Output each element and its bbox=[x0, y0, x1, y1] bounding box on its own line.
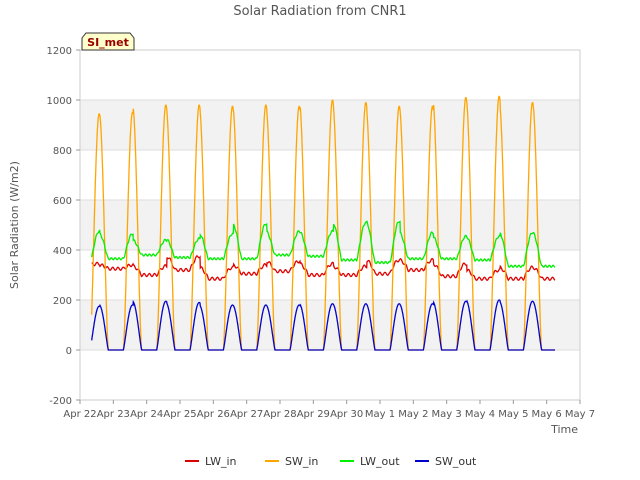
series-lines bbox=[91, 95, 556, 351]
series-line-lw-out bbox=[91, 220, 556, 268]
y-tick-label: 800 bbox=[53, 146, 72, 157]
y-tick-label: 400 bbox=[53, 246, 72, 257]
legend-label: SW_in bbox=[285, 455, 318, 468]
chart-title: Solar Radiation from CNR1 bbox=[233, 4, 406, 19]
legend-label: LW_out bbox=[360, 455, 400, 468]
legend: LW_in SW_in LW_out SW_out bbox=[185, 455, 477, 468]
x-tick-label: Apr 24 bbox=[130, 409, 163, 420]
x-tick-label: Apr 30 bbox=[330, 409, 363, 420]
station-badge: SI_met bbox=[81, 32, 135, 51]
y-tick-label: 1000 bbox=[47, 96, 72, 107]
legend-label: SW_out bbox=[435, 455, 477, 468]
x-tick-label: Apr 29 bbox=[297, 409, 330, 420]
y-tick-label: -200 bbox=[49, 396, 72, 407]
x-tick-label: May 4 bbox=[465, 409, 495, 420]
y-tick-label: 200 bbox=[53, 296, 72, 307]
x-tick-label: Apr 28 bbox=[263, 409, 296, 420]
y-tick-label: 0 bbox=[66, 346, 72, 357]
x-tick-label: May 2 bbox=[398, 409, 428, 420]
x-tick-label: May 1 bbox=[365, 409, 395, 420]
x-tick-label: May 7 bbox=[565, 409, 595, 420]
x-tick-label: Apr 27 bbox=[230, 409, 263, 420]
plot-frame bbox=[79, 49, 581, 401]
y-tick-label: 600 bbox=[53, 196, 72, 207]
x-tick-label: Apr 26 bbox=[197, 409, 230, 420]
x-axis-label: Time bbox=[550, 423, 578, 436]
station-badge-label: SI_met bbox=[87, 36, 129, 49]
x-tick-label: May 5 bbox=[498, 409, 528, 420]
x-tick-label: May 6 bbox=[532, 409, 562, 420]
y-axis-label: Solar Radiation (W/m2) bbox=[8, 161, 21, 289]
y-axis-ticks: -200 0 200 400 600 800 1000 1200 bbox=[47, 46, 80, 407]
y-tick-label: 1200 bbox=[47, 46, 72, 57]
x-tick-label: Apr 23 bbox=[97, 409, 130, 420]
x-tick-label: May 3 bbox=[432, 409, 462, 420]
series-line-sw-out bbox=[91, 299, 555, 351]
x-axis-ticks: Apr 22 Apr 23 Apr 24 Apr 25 Apr 26 Apr 27 Apr … bbox=[63, 400, 595, 420]
series-line-lw-in bbox=[91, 255, 556, 282]
legend-label: LW_in bbox=[205, 455, 237, 468]
x-tick-label: Apr 25 bbox=[163, 409, 196, 420]
station-badge-box bbox=[81, 32, 135, 51]
x-tick-label: Apr 22 bbox=[63, 409, 96, 420]
